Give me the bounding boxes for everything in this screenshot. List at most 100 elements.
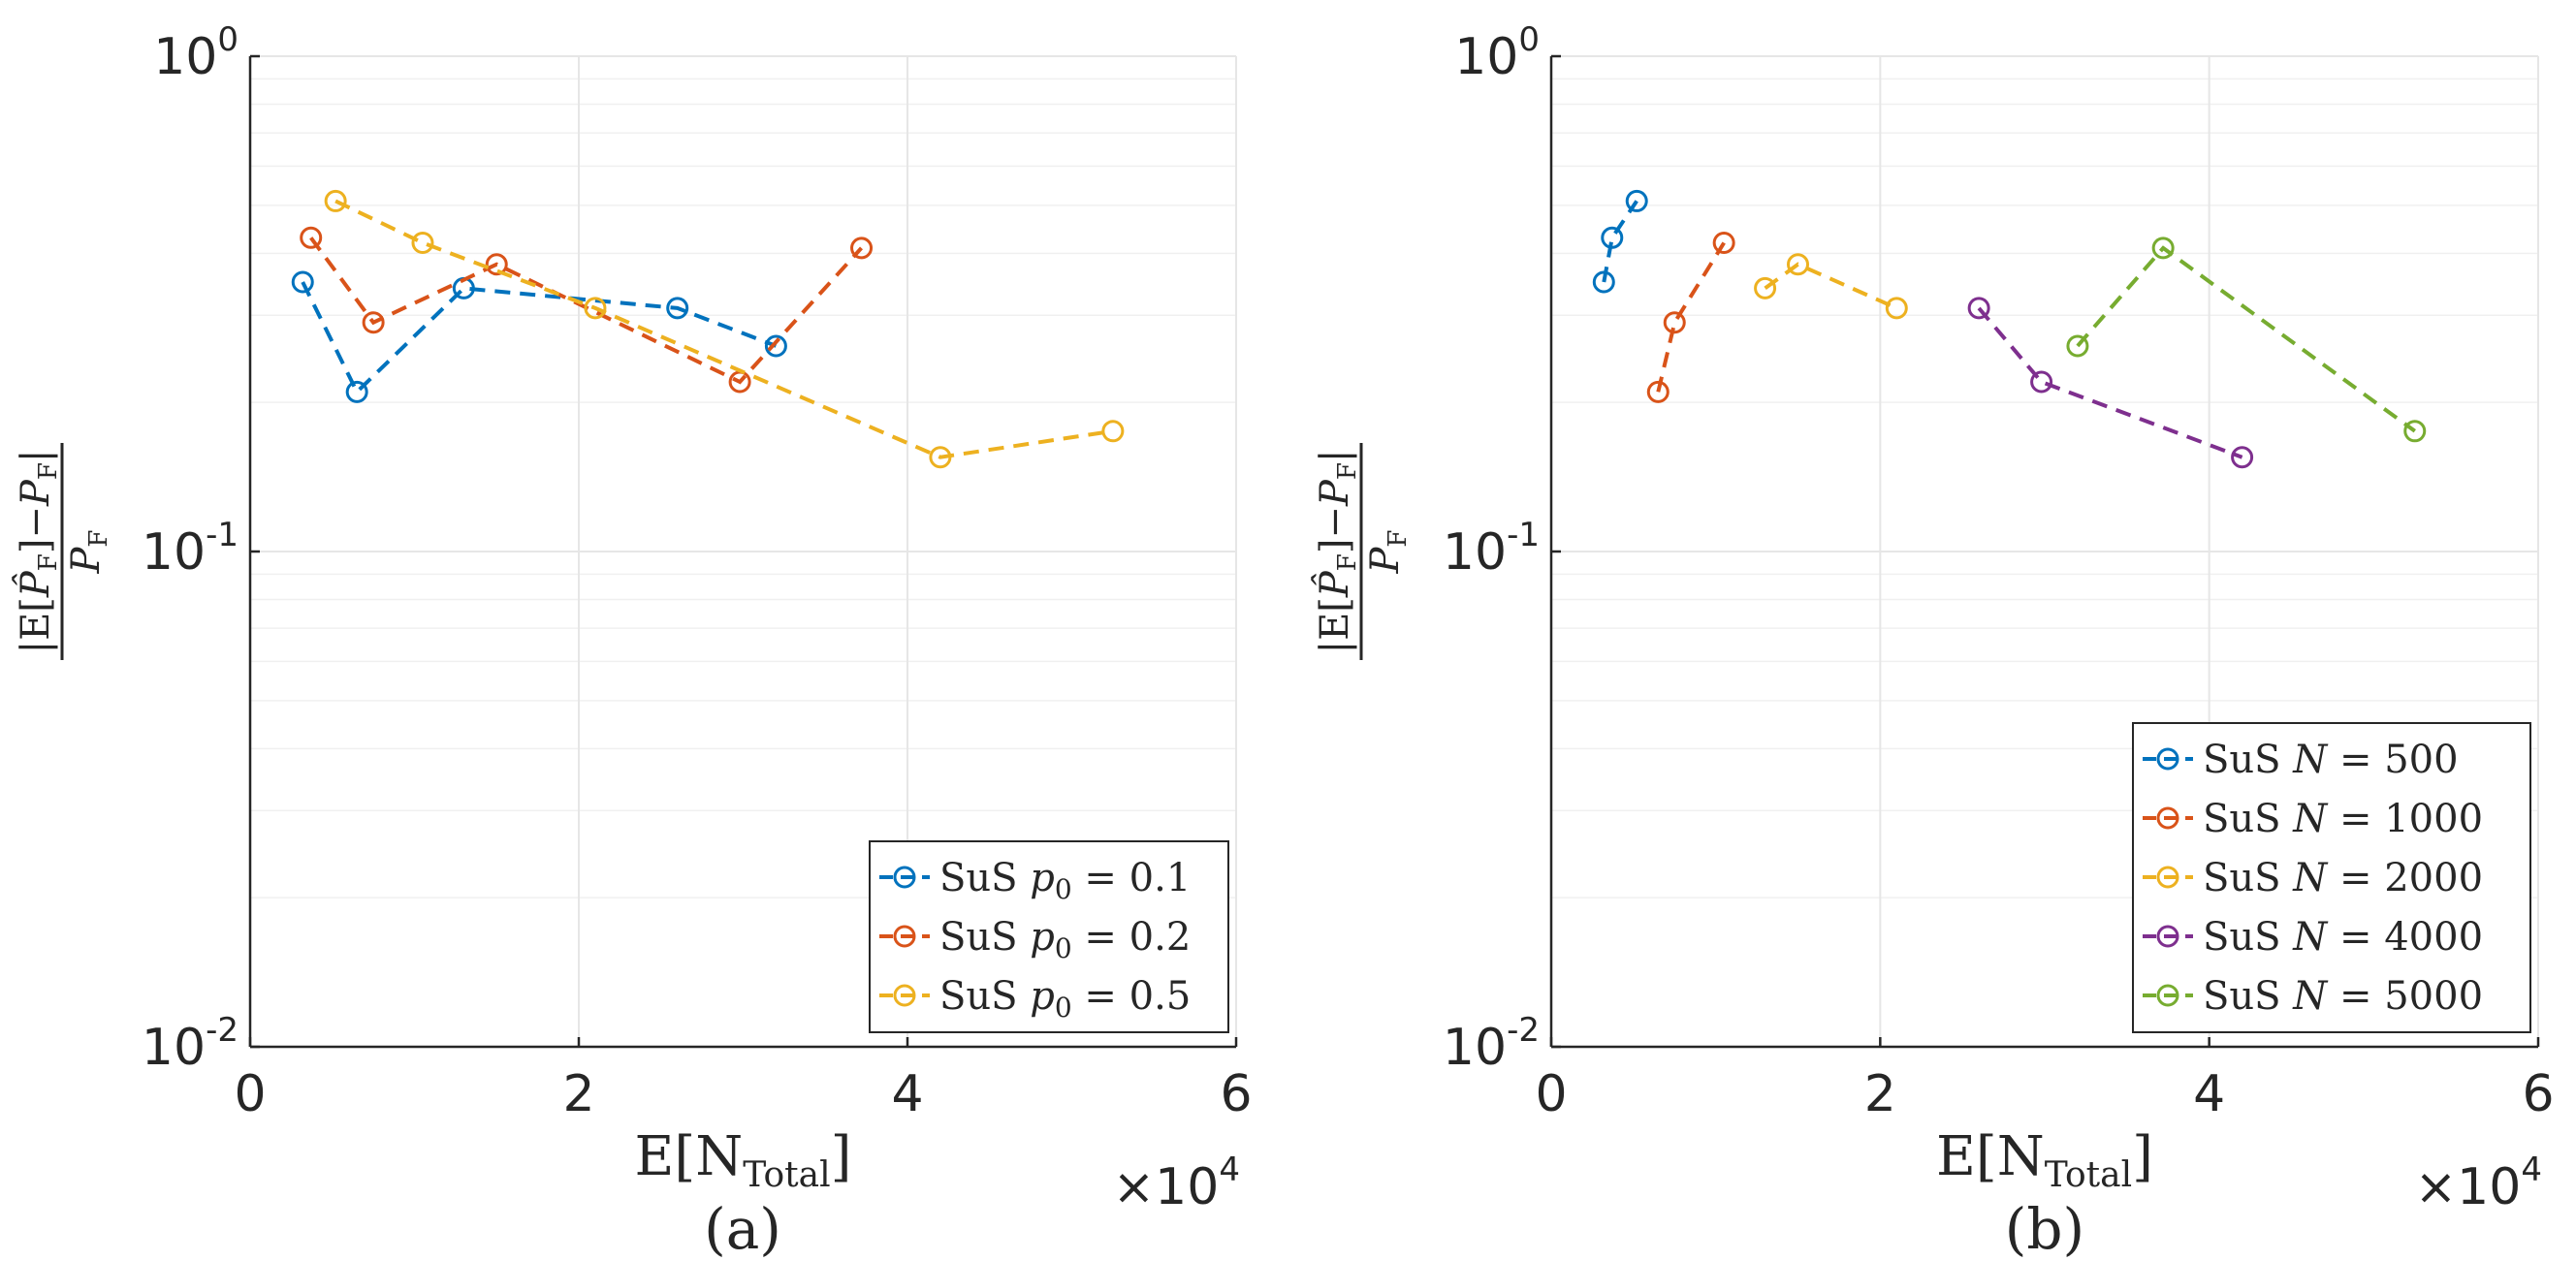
series-line (334, 199, 1114, 459)
legend: SuS N = 500 SuS N = 1000 SuS N = 2000 SuS N… (2132, 722, 2531, 1033)
y-axis-title-numerator: |E[P̂F]−PF| (1313, 450, 1362, 654)
series-line (1602, 200, 1638, 283)
data-point (850, 236, 874, 260)
legend-entry: SuS N = 1000 (2143, 797, 2483, 841)
data-point (929, 446, 952, 469)
legend-marker-sample (2156, 806, 2179, 830)
series-3 (1967, 297, 2254, 469)
data-point (345, 380, 368, 403)
series-1 (1646, 232, 1735, 403)
series-line (2076, 245, 2416, 433)
y-tick-label: 10-2 (142, 1011, 239, 1077)
data-point (291, 270, 314, 294)
y-axis-title-denominator: PF (1363, 530, 1413, 575)
legend-marker-sample (2156, 866, 2179, 889)
legend-marker-sample (893, 925, 916, 948)
legend-label: SuS N = 5000 (2203, 974, 2483, 1019)
legend-label: SuS N = 4000 (2203, 915, 2483, 960)
legend-entry: SuS p0 = 0.5 (879, 974, 1191, 1024)
data-point (1663, 311, 1686, 334)
data-point (1754, 276, 1777, 299)
x-tick-label: 0 (1535, 1065, 1567, 1123)
y-axis-title-numerator: |E[P̂F]−PF| (14, 450, 63, 654)
y-axis-title: |E[P̂F]−PF|PF (14, 443, 113, 660)
series-0 (291, 270, 787, 403)
panel-a: 0 2 4 6 100 10-1 10-2 ×104 E[NTotal] |E[P̂F]−PF|P… (14, 20, 1253, 1261)
data-point (1592, 270, 1615, 294)
legend-label: SuS p0 = 0.1 (939, 856, 1191, 905)
x-multiplier-label: ×104 (1113, 1151, 1240, 1216)
legend-entry: SuS N = 4000 (2143, 915, 2483, 960)
series-line (1977, 306, 2243, 459)
data-point (1101, 420, 1125, 443)
data-point (1646, 380, 1670, 403)
series-0 (1592, 189, 1648, 294)
data-point (1967, 297, 1990, 320)
x-tick-label: 2 (1864, 1065, 1896, 1123)
series-line (1764, 262, 1898, 310)
series-2 (1754, 253, 1908, 320)
data-point (362, 311, 385, 334)
series-line (301, 281, 778, 395)
data-point (411, 232, 434, 255)
y-tick-label: 10-1 (1443, 516, 1540, 582)
x-tick-label: 4 (2193, 1065, 2225, 1123)
y-axis-title: |E[P̂F]−PF|PF (1313, 443, 1413, 660)
data-point (1601, 226, 1624, 249)
series-line (309, 236, 863, 385)
legend-label: SuS N = 500 (2203, 738, 2459, 782)
data-point (2066, 334, 2089, 358)
legend-label: SuS p0 = 0.2 (939, 915, 1191, 964)
legend-label: SuS N = 2000 (2203, 856, 2483, 900)
data-point (584, 297, 607, 320)
y-axis-title-denominator: PF (64, 530, 113, 575)
x-axis-title: E[NTotal] (635, 1125, 852, 1195)
y-tick-label: 100 (153, 20, 239, 86)
data-point (2403, 420, 2427, 443)
data-point (300, 226, 323, 249)
legend-label: SuS p0 = 0.5 (939, 974, 1191, 1024)
series-4 (2066, 236, 2427, 443)
data-point (2231, 446, 2254, 469)
data-point (324, 189, 347, 212)
y-tick-label: 10-2 (1443, 1011, 1540, 1077)
x-tick-label: 2 (562, 1065, 594, 1123)
data-point (1885, 297, 1908, 320)
data-point (666, 297, 689, 320)
panel-b: 0 2 4 6 100 10-1 10-2 ×104 E[NTotal] |E[P̂F]−PF|P… (1313, 20, 2555, 1261)
grid (1550, 55, 2539, 1048)
legend-entry: SuS p0 = 0.1 (879, 856, 1191, 905)
y-tick-label: 10-1 (142, 516, 239, 582)
x-tick-label: 6 (2522, 1065, 2554, 1123)
legend-marker-sample (2156, 984, 2179, 1007)
data-point (764, 334, 787, 358)
legend-entry: SuS N = 500 (2143, 738, 2459, 782)
legend-label: SuS N = 1000 (2203, 797, 2483, 841)
legend-box (2132, 722, 2531, 1033)
legend-entry: SuS p0 = 0.2 (879, 915, 1191, 964)
x-tick-label: 0 (234, 1065, 266, 1123)
data-point (1625, 189, 1648, 212)
x-tick-label: 6 (1220, 1065, 1252, 1123)
data-point (2030, 370, 2053, 394)
series-line (1656, 241, 1726, 393)
legend-marker-sample (2156, 747, 2179, 771)
legend-marker-sample (893, 984, 916, 1007)
data-point (1712, 232, 1735, 255)
data-point (2151, 236, 2175, 260)
data-point (1787, 253, 1809, 276)
legend-entry: SuS N = 5000 (2143, 974, 2483, 1019)
x-axis-title: E[NTotal] (1936, 1125, 2153, 1195)
data-point (485, 253, 508, 276)
legend-marker-sample (2156, 925, 2179, 948)
panel-caption: (b) (2005, 1196, 2084, 1261)
x-tick-label: 4 (891, 1065, 923, 1123)
legend-marker-sample (893, 866, 916, 889)
series-2 (324, 189, 1125, 469)
series-1 (300, 226, 874, 394)
panel-caption: (a) (704, 1196, 781, 1261)
legend: SuS p0 = 0.1 SuS p0 = 0.2 SuS p0 = 0.5 (869, 840, 1229, 1033)
x-multiplier-label: ×104 (2415, 1151, 2542, 1216)
legend-entry: SuS N = 2000 (2143, 856, 2483, 900)
